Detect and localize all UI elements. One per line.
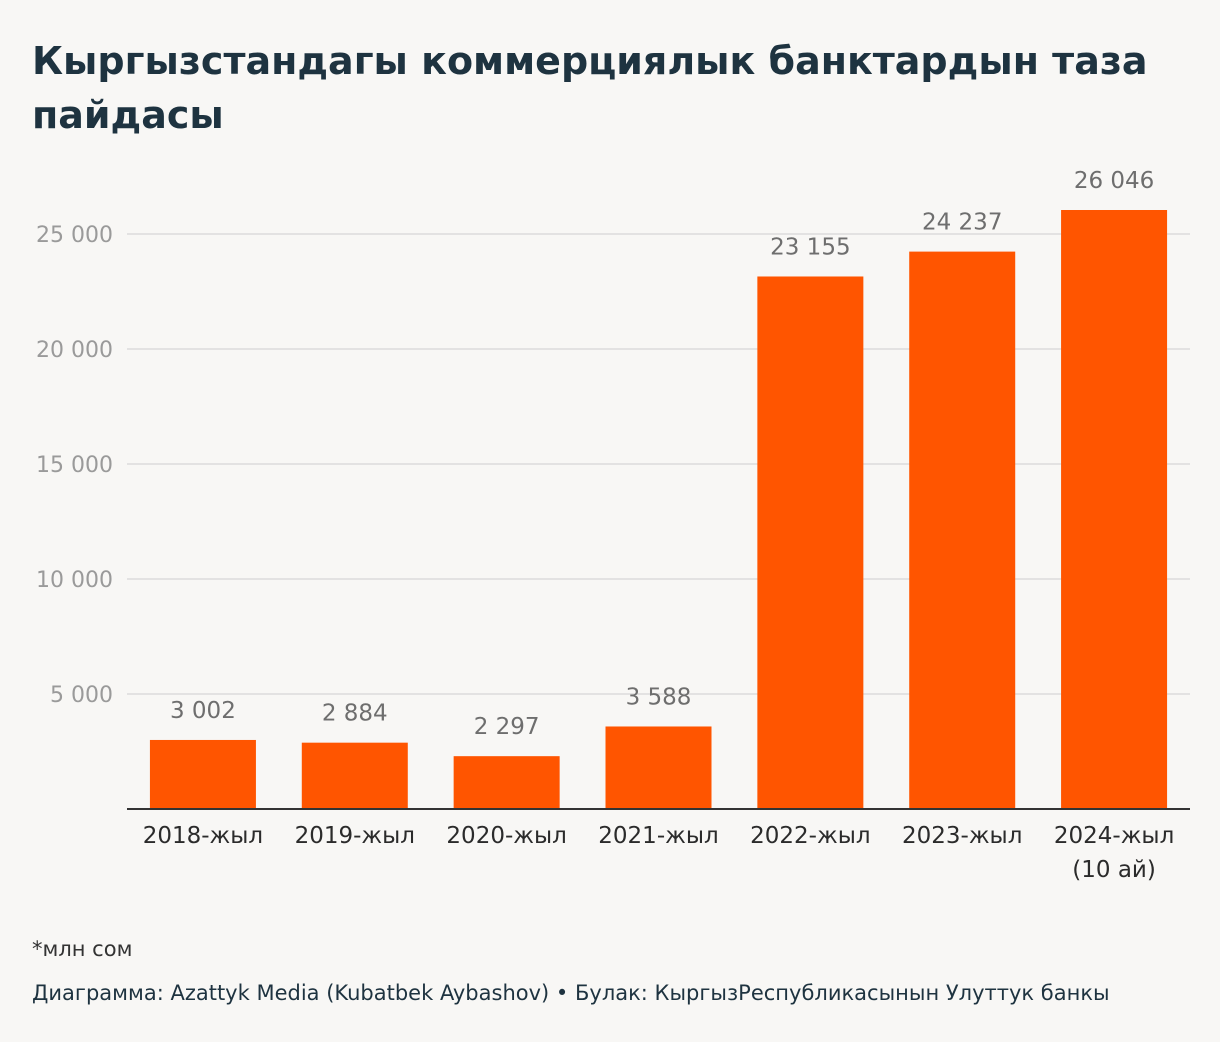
data-labels: 3 002 2 884 2 297 3 588 23 155 24 237 26 046 bbox=[170, 168, 1154, 740]
bar bbox=[757, 276, 864, 809]
bar bbox=[149, 739, 256, 809]
credit-author: Диаграмма: Azattyk Media (Kubatbek Aybas… bbox=[32, 981, 550, 1005]
data-label: 24 237 bbox=[922, 210, 1002, 236]
bar bbox=[301, 742, 408, 809]
category-label: 2018-жыл bbox=[143, 823, 263, 849]
category-label: 2023-жыл bbox=[902, 823, 1022, 849]
gridlines bbox=[127, 233, 1190, 695]
bars bbox=[149, 210, 1168, 809]
bar bbox=[605, 726, 712, 809]
category-label: 2020-жыл bbox=[446, 823, 566, 849]
bar bbox=[909, 251, 1016, 809]
bar bbox=[1061, 210, 1168, 809]
y-tick-label: 15 000 bbox=[36, 453, 113, 478]
data-label: 3 588 bbox=[626, 684, 692, 710]
data-label: 2 297 bbox=[474, 714, 540, 740]
chart-title: Кыргызстандагы коммерциялык банктардын т… bbox=[32, 39, 1148, 137]
data-label: 26 046 bbox=[1074, 168, 1154, 194]
credit-separator: • bbox=[555, 981, 569, 1005]
y-tick-label: 20 000 bbox=[36, 338, 113, 363]
data-label: 2 884 bbox=[322, 701, 388, 727]
credit-source: Булак: КыргызРеспубликасынын Улуттук бан… bbox=[575, 981, 1110, 1005]
bar bbox=[453, 756, 560, 809]
category-label: 2021-жыл bbox=[598, 823, 718, 849]
footnote: *млн сом bbox=[32, 937, 133, 961]
y-tick-label: 10 000 bbox=[36, 568, 113, 593]
y-tick-label: 5 000 bbox=[50, 683, 113, 708]
x-axis-categories: 2018-жыл 2019-жыл 2020-жыл 2021-жыл 2022-жыл… bbox=[143, 823, 1175, 883]
bar-chart: 5 000 10 000 15 000 20 000 25 000 3 002 2 884… bbox=[36, 168, 1190, 883]
data-label: 23 155 bbox=[770, 234, 850, 260]
credit-line: Диаграмма: Azattyk Media (Kubatbek Aybas… bbox=[32, 981, 1110, 1005]
data-label: 3 002 bbox=[170, 698, 236, 724]
y-axis-ticks: 5 000 10 000 15 000 20 000 25 000 bbox=[36, 223, 113, 708]
category-label: 2022-жыл bbox=[750, 823, 870, 849]
category-label: 2019-жыл bbox=[295, 823, 415, 849]
category-label: 2024-жыл (10 ай) bbox=[1054, 823, 1174, 883]
y-tick-label: 25 000 bbox=[36, 223, 113, 248]
